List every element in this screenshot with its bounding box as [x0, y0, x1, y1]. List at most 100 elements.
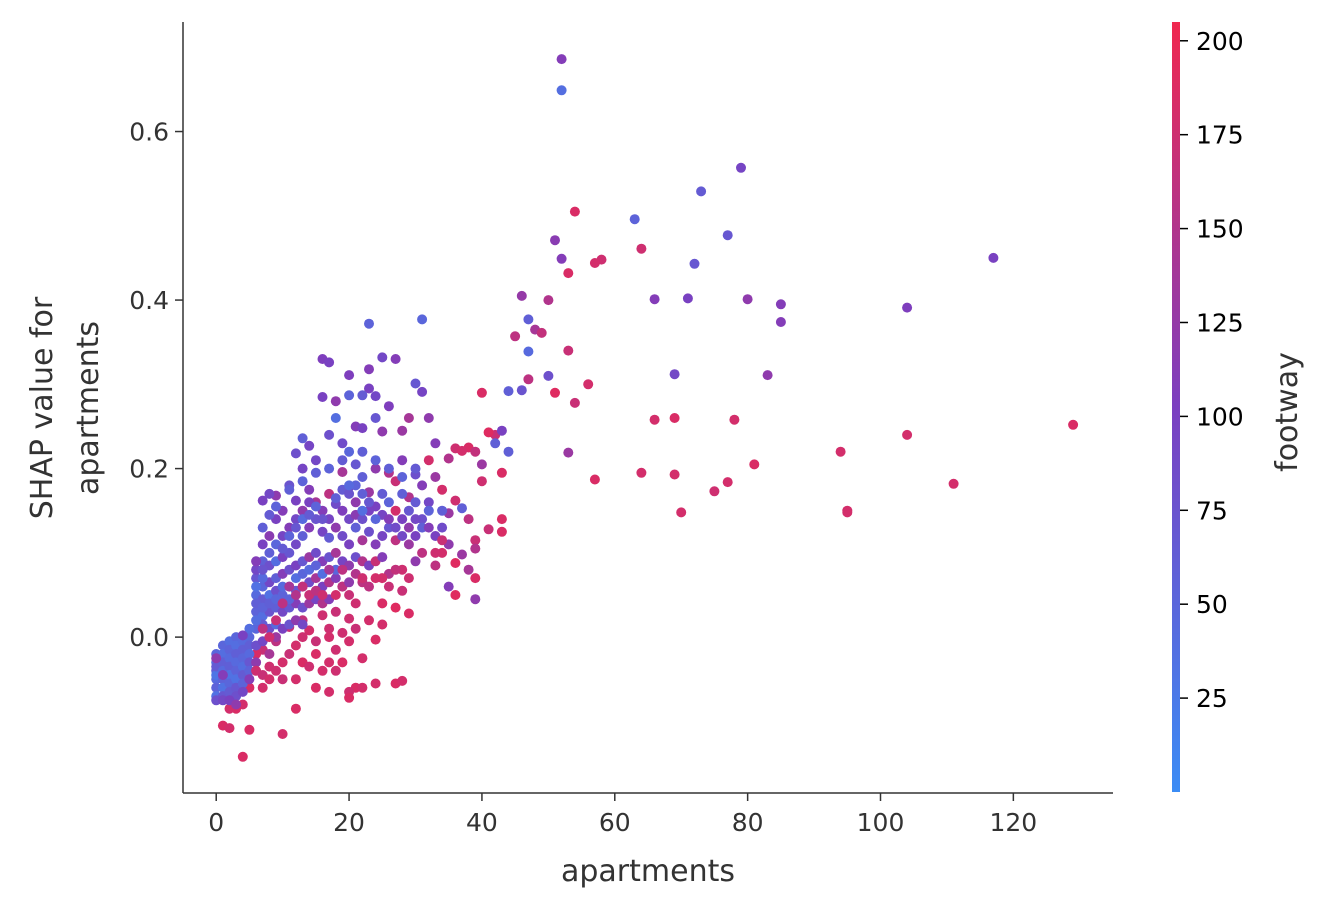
- data-point: [383, 463, 394, 474]
- data-point: [410, 514, 421, 525]
- data-point: [543, 370, 554, 381]
- data-point: [503, 446, 514, 457]
- colorbar-tick-label: 25: [1196, 684, 1228, 713]
- data-point: [397, 472, 408, 482]
- data-point: [364, 318, 374, 329]
- data-point: [589, 258, 600, 268]
- x-tick-label: 20: [333, 808, 365, 837]
- data-point: [257, 495, 268, 506]
- data-point: [244, 623, 255, 634]
- data-point: [251, 615, 262, 626]
- data-point: [377, 531, 388, 541]
- data-point: [390, 522, 401, 533]
- data-point: [357, 390, 368, 401]
- data-point: [383, 401, 394, 412]
- data-point: [370, 634, 381, 645]
- data-point: [470, 543, 481, 554]
- data-point: [297, 632, 308, 643]
- data-point: [330, 522, 341, 533]
- data-point: [476, 476, 487, 487]
- data-point: [589, 474, 600, 485]
- data-point: [397, 585, 408, 596]
- y-axis-title: SHAP value for apartments: [25, 296, 106, 519]
- data-point: [364, 526, 374, 537]
- data-point: [676, 507, 687, 518]
- data-point: [496, 467, 507, 478]
- data-point: [902, 302, 913, 313]
- data-point: [669, 369, 680, 380]
- data-point: [390, 602, 401, 613]
- data-point: [636, 467, 647, 478]
- data-point: [264, 674, 275, 685]
- data-point: [257, 522, 268, 533]
- data-point: [430, 472, 441, 482]
- data-point: [516, 385, 527, 396]
- data-point: [244, 649, 255, 659]
- data-point: [324, 463, 335, 474]
- data-point: [397, 455, 408, 466]
- data-point: [397, 675, 408, 686]
- x-tick-label: 0: [208, 808, 224, 837]
- colorbar-tick-label: 200: [1196, 27, 1244, 56]
- data-point: [344, 613, 355, 624]
- data-point: [344, 636, 355, 647]
- data-point: [357, 573, 368, 584]
- data-point: [390, 354, 401, 364]
- data-point: [390, 564, 401, 575]
- data-point: [383, 581, 394, 592]
- data-point: [689, 258, 700, 269]
- data-point: [423, 455, 434, 466]
- data-point: [556, 54, 567, 65]
- data-point: [304, 440, 315, 451]
- data-point: [902, 429, 913, 440]
- colorbar-tick-label: 125: [1196, 308, 1244, 337]
- data-point: [310, 682, 321, 693]
- data-point: [736, 162, 746, 173]
- data-point: [649, 414, 660, 425]
- data-point: [682, 293, 693, 304]
- data-point: [383, 497, 394, 508]
- data-point: [430, 438, 441, 449]
- data-point: [337, 627, 348, 638]
- data-point: [835, 446, 846, 457]
- data-point: [457, 549, 467, 560]
- data-point: [324, 357, 335, 368]
- data-point: [569, 206, 580, 217]
- data-point: [304, 509, 315, 520]
- data-point: [357, 446, 368, 457]
- data-point: [251, 556, 262, 567]
- data-point: [457, 503, 467, 514]
- data-point: [290, 495, 301, 506]
- data-point: [543, 295, 554, 306]
- data-point: [277, 674, 288, 685]
- data-point: [297, 463, 308, 474]
- y-tick-label: 0.6: [129, 118, 169, 147]
- data-point: [337, 505, 348, 516]
- data-point: [224, 723, 235, 734]
- colorbar-tick-label: 50: [1196, 590, 1228, 619]
- data-point: [709, 486, 720, 497]
- data-point: [583, 379, 594, 390]
- data-point: [290, 539, 301, 550]
- data-point: [264, 509, 275, 520]
- data-point: [277, 598, 288, 609]
- data-point: [304, 625, 315, 636]
- data-point: [290, 448, 301, 459]
- data-point: [211, 653, 222, 664]
- data-point: [410, 556, 421, 567]
- data-point: [450, 590, 461, 600]
- data-point: [357, 535, 368, 546]
- x-tick-label: 60: [599, 808, 631, 837]
- data-point: [948, 478, 959, 489]
- x-axis-ticks: 0 20 40 60 80 100 120: [208, 793, 1037, 837]
- data-point: [563, 268, 574, 279]
- data-point: [370, 539, 381, 550]
- data-point: [297, 531, 308, 541]
- data-point: [457, 445, 467, 456]
- data-point: [516, 290, 527, 301]
- data-point: [317, 392, 328, 402]
- data-point: [483, 427, 494, 438]
- data-point: [410, 497, 421, 508]
- data-point: [350, 598, 361, 609]
- data-point: [271, 501, 281, 512]
